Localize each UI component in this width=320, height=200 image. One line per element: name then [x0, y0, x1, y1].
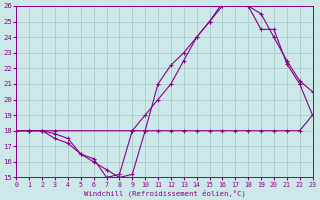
X-axis label: Windchill (Refroidissement éolien,°C): Windchill (Refroidissement éolien,°C)	[84, 189, 245, 197]
